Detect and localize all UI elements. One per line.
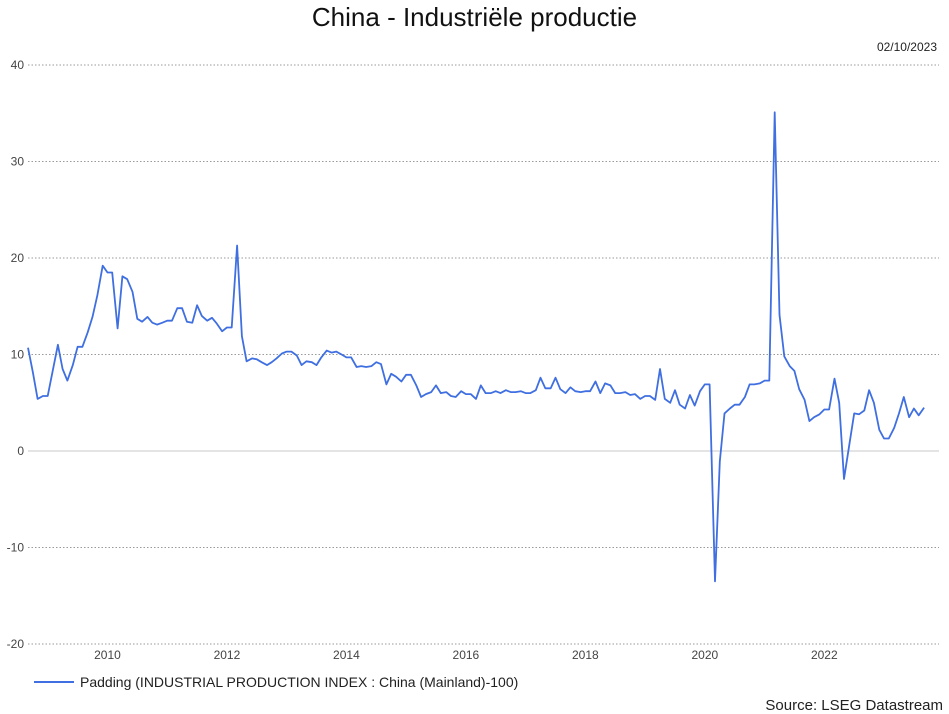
y-tick-label: 30 <box>11 155 25 169</box>
y-axis-ticks: -20 -10 0 10 20 30 40 <box>7 58 25 651</box>
y-tick-label: -10 <box>7 541 25 555</box>
y-tick-label: 40 <box>11 58 25 72</box>
legend-swatch <box>34 681 74 683</box>
x-tick-label: 2016 <box>453 648 480 662</box>
chart-title: China - Industriële productie <box>311 2 638 32</box>
series-line-0 <box>27 111 925 583</box>
y-tick-label: 10 <box>11 348 25 362</box>
y-tick-label: -20 <box>7 637 25 651</box>
x-tick-label: 2012 <box>214 648 241 662</box>
y-tick-label: 20 <box>11 251 25 265</box>
legend: Padding (INDUSTRIAL PRODUCTION INDEX : C… <box>34 674 518 690</box>
source-label: Source: LSEG Datastream <box>765 697 943 714</box>
x-tick-label: 2018 <box>572 648 599 662</box>
x-tick-label: 2010 <box>94 648 121 662</box>
series-group <box>27 111 925 583</box>
x-tick-label: 2014 <box>333 648 360 662</box>
legend-label: Padding (INDUSTRIAL PRODUCTION INDEX : C… <box>80 674 519 690</box>
x-tick-label: 2022 <box>811 648 838 662</box>
x-tick-label: 2020 <box>691 648 718 662</box>
date-label: 02/10/2023 <box>876 40 937 54</box>
grid-lines <box>28 64 939 645</box>
x-axis-ticks: 2010 2012 2014 2016 2018 2020 2022 <box>94 648 838 662</box>
y-tick-label: 0 <box>17 444 24 458</box>
